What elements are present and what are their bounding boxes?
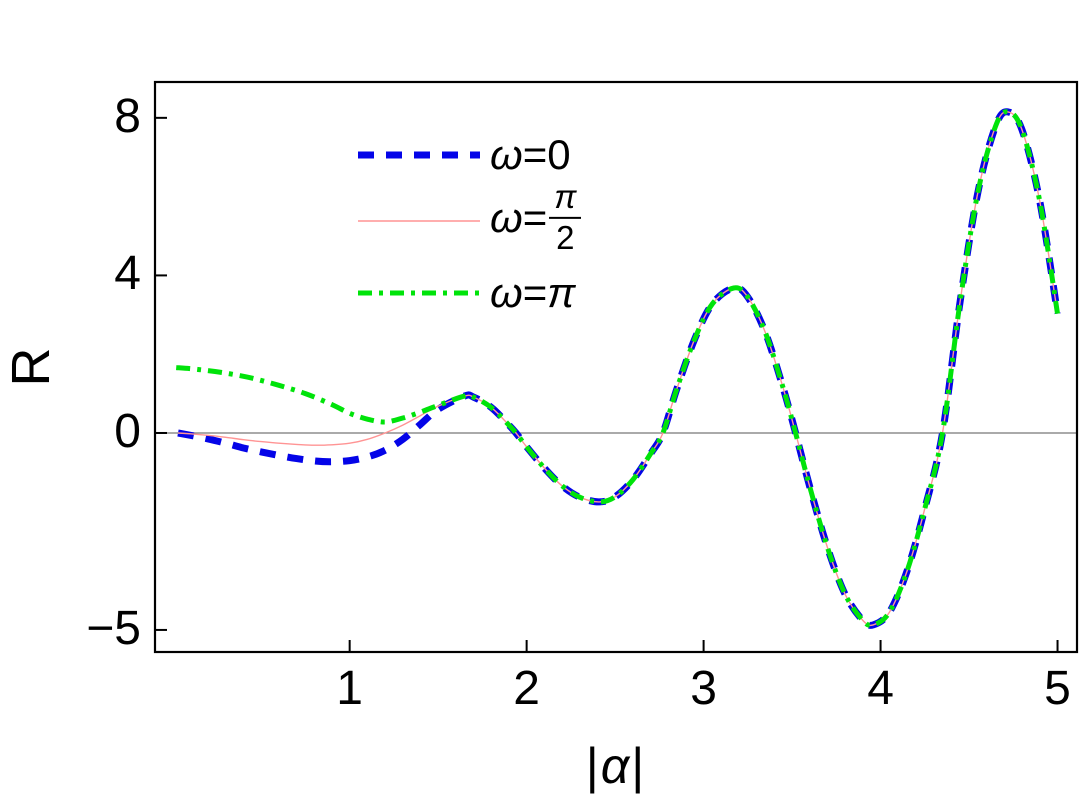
omega-symbol: ω	[490, 194, 523, 242]
y-tick-label-5: −5	[86, 601, 141, 655]
y-tick-label-4: 4	[114, 247, 141, 301]
x-axis-label: |α|	[586, 741, 647, 791]
omega-symbol: ω	[490, 269, 523, 316]
legend-value: π	[547, 269, 576, 316]
x-tick-label-2: 2	[513, 662, 540, 715]
fraction-denominator: 2	[556, 218, 575, 256]
x-tick-label-3: 3	[690, 662, 717, 715]
legend-label-omega-pi-over-2: ω= π 2	[490, 179, 582, 259]
y-tick-label-0: 0	[114, 405, 141, 459]
fraction-numerator: π	[549, 179, 582, 219]
series-line-2	[177, 111, 1059, 627]
x-tick-label-1: 1	[336, 662, 364, 715]
x-tick-label-5: 5	[1044, 662, 1071, 715]
y-tick-label-8: 8	[114, 89, 141, 143]
legend-label-omega-0: ω=0	[490, 134, 571, 176]
omega-symbol: ω	[490, 131, 523, 178]
abs-bar-right: |	[631, 738, 647, 794]
series-line-	[176, 109, 1060, 628]
equals-sign: =	[522, 269, 548, 316]
equals-sign: =	[522, 131, 548, 178]
legend-label-omega-pi: ω=π	[490, 272, 575, 314]
legend-value: 0	[547, 131, 571, 178]
equals-sign: =	[522, 194, 548, 242]
series-line-0	[177, 108, 1061, 629]
plot-frame	[153, 80, 1079, 654]
y-axis-label: R	[1, 347, 61, 387]
abs-bar-left: |	[585, 738, 601, 794]
x-tick-label-4: 4	[867, 662, 894, 715]
alpha-symbol: α	[600, 738, 632, 794]
